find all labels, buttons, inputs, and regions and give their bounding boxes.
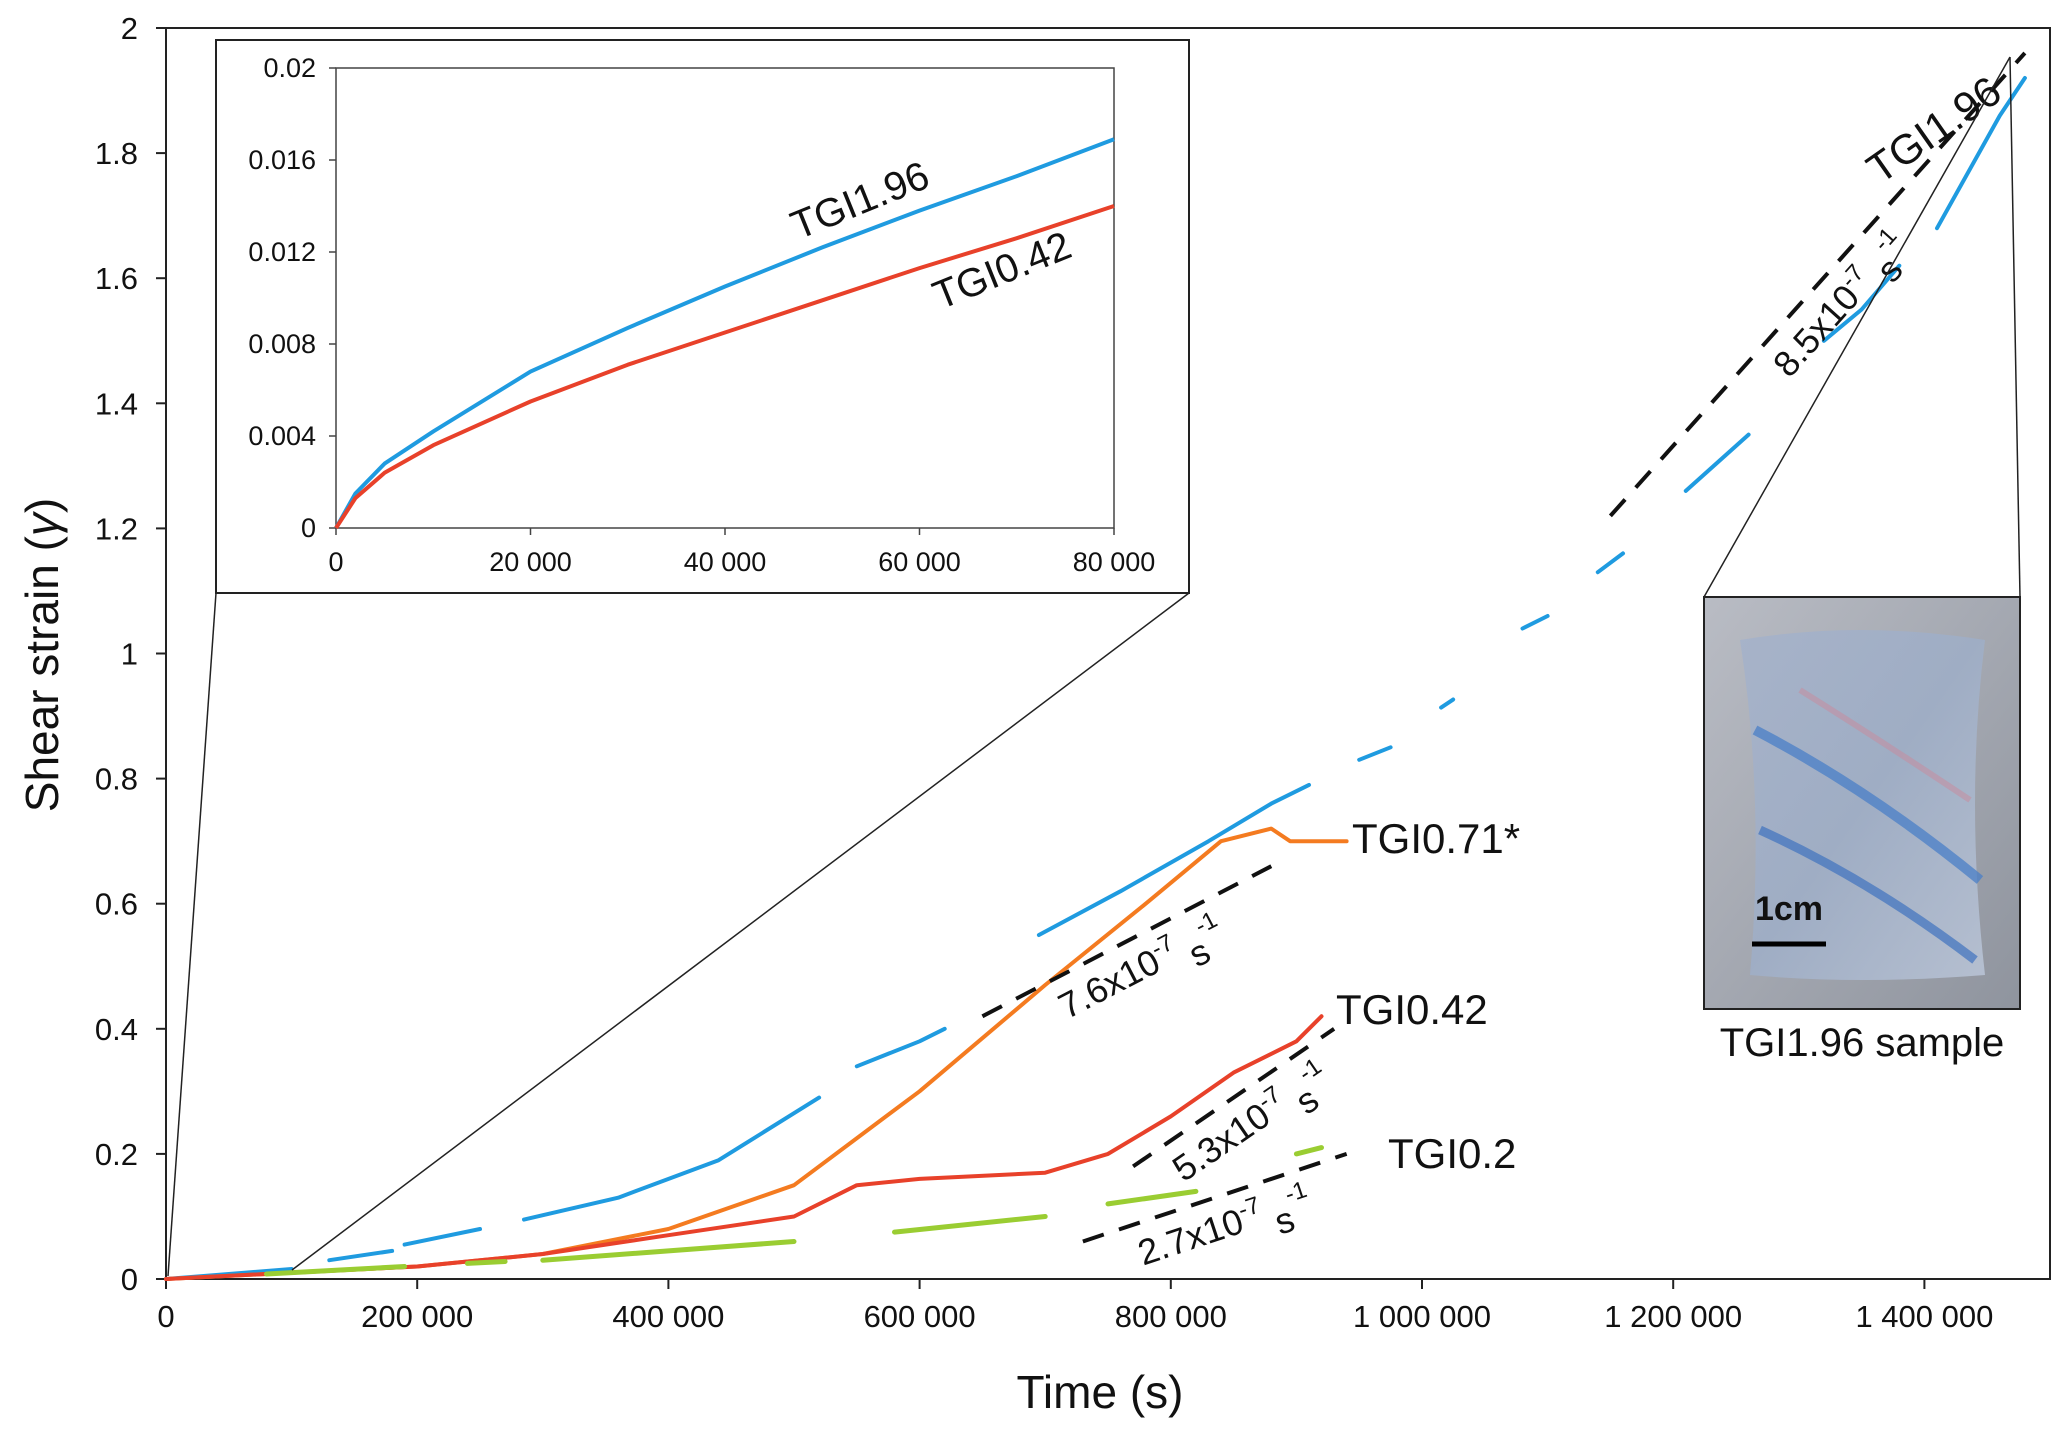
inset-y-tick-label: 0.016 (248, 145, 316, 175)
sample-band-1 (1752, 725, 1984, 884)
inset-series-tgi042 (334, 204, 1115, 530)
sample-photo: 1cm (1703, 596, 2021, 1010)
x-tick-label: 0 (157, 1299, 174, 1334)
x-tick-label: 1 200 000 (1604, 1299, 1742, 1334)
rate-label-part: s (1173, 930, 1217, 979)
y-tick-label: 1.6 (95, 261, 138, 296)
series-tgi196-segment (1683, 432, 1751, 493)
x-tick-label: 1 000 000 (1353, 1299, 1491, 1334)
x-tick-label: 200 000 (361, 1299, 473, 1334)
rate-label-part: -1 (1868, 223, 1902, 257)
series-tgi196-segment (402, 1227, 482, 1247)
inset-x-tick-label: 60 000 (878, 547, 961, 577)
y-tick-label: 0.8 (95, 762, 138, 797)
x-tick-label: 600 000 (864, 1299, 976, 1334)
x-axis-title: Time (s) (1017, 1366, 1184, 1418)
label-tgi071: TGI0.71* (1352, 815, 1520, 862)
inset-series-tgi196 (334, 137, 1115, 529)
y-tick-label: 1 (121, 637, 138, 672)
y-axis-title: Shear strain (γ) (16, 498, 68, 812)
photo-caption: TGI1.96 sample (1720, 1021, 2005, 1065)
series-tgi02-segment (1293, 1145, 1324, 1157)
inset-connector-right (291, 592, 1190, 1271)
inset-y-tick-label: 0.02 (263, 53, 316, 83)
series-tgi042-segment (164, 1014, 1324, 1281)
inset-connector-left (167, 592, 217, 1277)
x-tick-label: 800 000 (1115, 1299, 1227, 1334)
inset-x-tick-label: 40 000 (684, 547, 767, 577)
series-tgi02-segment (892, 1214, 1048, 1235)
sample-band-3 (1798, 687, 1972, 803)
series-tgi02-segment (264, 1264, 408, 1277)
rate-label-2: 7.6x10-7 s-1 (1051, 906, 1236, 1039)
series-tgi196-segment (327, 1248, 395, 1263)
rate-label-3: 5.3x10-7 s-1 (1164, 1053, 1344, 1201)
rate-label-4: 2.7x10-7 s-1 (1132, 1176, 1320, 1287)
inset-x-tick-label: 20 000 (489, 547, 572, 577)
series-tgi02-segment (1105, 1188, 1199, 1207)
fit-line-1 (1608, 51, 2027, 518)
series-tgi196-segment (854, 1026, 947, 1069)
y-axis-title-text: Shear strain ( (16, 535, 68, 812)
x-tick-label: 1 400 000 (1855, 1299, 1993, 1334)
fit-lines-group (981, 51, 2027, 1244)
label-tgi196-main: TGI1.96 (1858, 67, 2009, 193)
y-tick-label: 0.6 (95, 887, 138, 922)
series-tgi196-segment (1357, 745, 1393, 762)
y-tick-label: 1.8 (95, 136, 138, 171)
series-tgi196-segment (1439, 697, 1456, 710)
fit-line-3 (1131, 1027, 1336, 1169)
series-tgi02-segment (464, 1259, 508, 1266)
sample-body (1740, 630, 1985, 980)
series-tgi02-segment (540, 1239, 797, 1263)
series-tgi196-segment (1821, 263, 1902, 343)
y-tick-label: 0.4 (95, 1012, 138, 1047)
photo-connector-right (2009, 56, 2021, 598)
label-tgi042-main: TGI0.42 (1336, 986, 1488, 1033)
inset-series-group (334, 137, 1115, 530)
inset-x-tick-label: 0 (328, 547, 343, 577)
photo-connector-left (1703, 56, 2011, 598)
scale-bar-label: 1cm (1755, 890, 1823, 928)
y-tick-label: 0.2 (95, 1137, 138, 1172)
rate-label-1: 8.5x10-7 s-1 (1763, 223, 1925, 394)
y-axis-title-close: ) (16, 498, 68, 513)
inset-y-tick-label: 0 (301, 513, 316, 543)
fit-line-2 (981, 864, 1273, 1019)
series-tgi196-segment (1520, 614, 1550, 631)
inset-frame (215, 39, 1190, 594)
rate-label-part: s (1861, 249, 1910, 297)
main-series-group (164, 76, 2027, 1281)
series-tgi196-segment (522, 1095, 822, 1222)
series-tgi196-segment (1595, 551, 1625, 575)
y-tick-label: 2 (121, 11, 138, 46)
series-tgi196-segment (1935, 76, 2027, 231)
x-tick-label: 400 000 (612, 1299, 724, 1334)
label-tgi02: TGI0.2 (1388, 1130, 1516, 1177)
inset-axis-ticks: 0 20 000 40 000 60 000 80 000 0 0.004 0.008 0.01… (248, 53, 1155, 577)
fit-line-4 (1082, 1152, 1348, 1244)
main-axis-ticks: 0 200 000 400 000 600 000 800 000 1 000 000 1 … (95, 11, 1993, 1334)
inset-y-tick-label: 0.008 (248, 329, 316, 359)
inset-y-tick-label: 0.004 (248, 421, 316, 451)
series-tgi196-segment (1036, 782, 1311, 937)
y-tick-label: 0 (121, 1262, 138, 1297)
inset-x-tick-label: 80 000 (1073, 547, 1156, 577)
y-tick-label: 1.4 (95, 386, 138, 421)
rate-label-part: s (1280, 1078, 1326, 1128)
inset-y-tick-label: 0.012 (248, 237, 316, 267)
sample-band-2 (1758, 825, 1978, 964)
y-axis-title-symbol: γ (16, 510, 68, 536)
y-tick-label: 1.2 (95, 511, 138, 546)
